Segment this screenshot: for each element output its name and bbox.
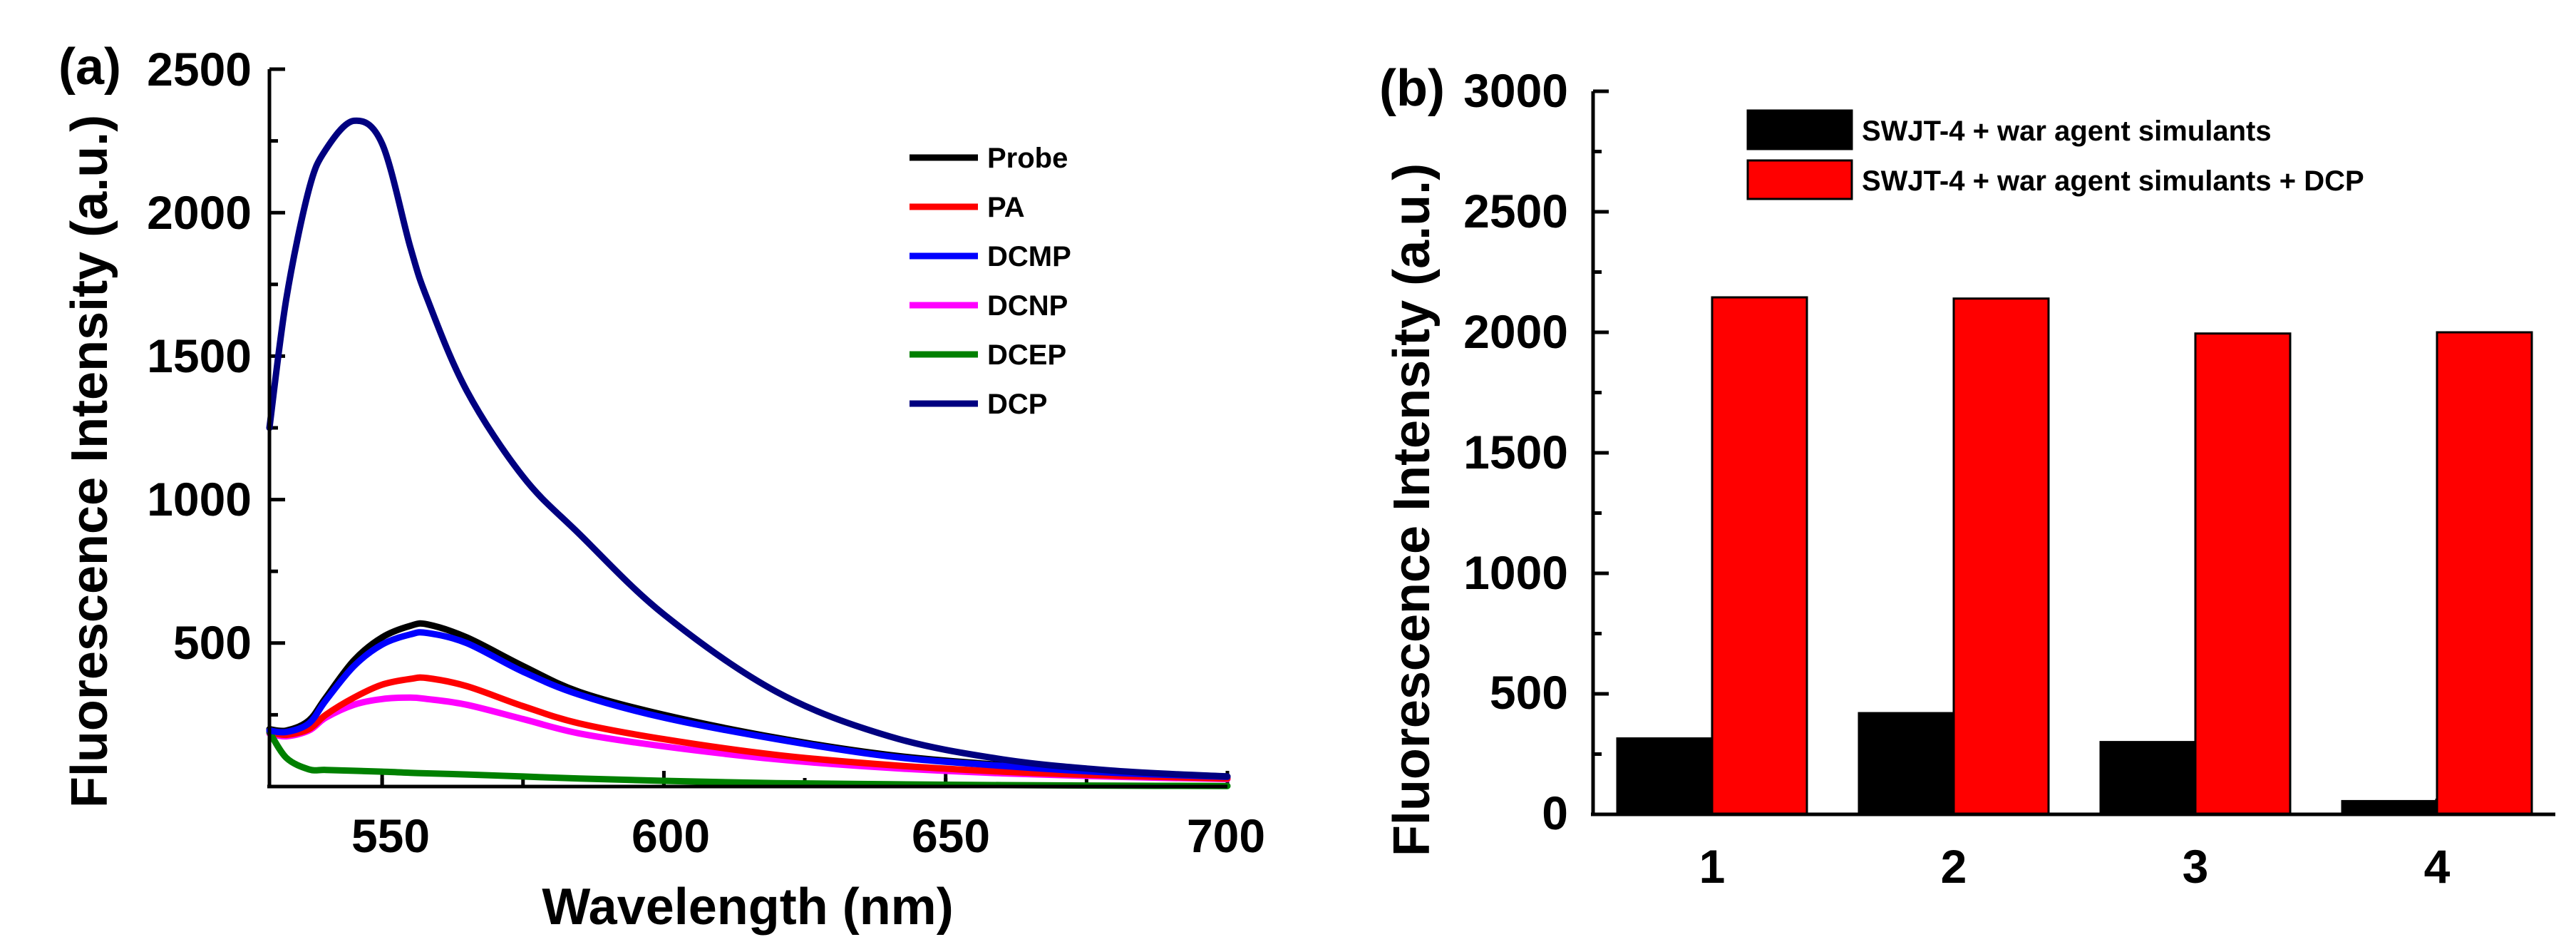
legend-swatch-swjt4-dcp: [1746, 159, 1853, 200]
bar-swjt4-dcp-cat-2: [1952, 297, 2050, 816]
panel-a-y-axis-title: Fluorescence Intensity (a.u.): [61, 115, 118, 808]
panel-b-y-tick-label: 500: [1490, 666, 1568, 719]
panel-a-series-lines: [266, 117, 1231, 789]
panel-b-bars: [1616, 296, 2533, 816]
panel-a-x-tick-label: 550: [351, 809, 430, 862]
panel-a-line-chart: (a) Fluorescence Intensity (a.u.) Wavele…: [58, 39, 1265, 936]
legend-label-probe: Probe: [987, 143, 1068, 174]
panel-a-y-tick-label: 500: [173, 616, 252, 669]
panel-a-legend: Probe PA DCMP DCNP DCEP DCP: [910, 143, 1071, 420]
panel-a-x-tick-label: 600: [632, 809, 710, 862]
panel-a-x-tick-label: 700: [1187, 809, 1265, 862]
bar-swjt4-cat-4: [2341, 799, 2438, 816]
panel-a-x-axis-title: Wavelength (nm): [542, 879, 953, 936]
panel-b-y-axis-title: Fluorescence Intensity (a.u.): [1384, 163, 1441, 856]
legend-label-dcep: DCEP: [987, 339, 1066, 371]
panel-a-x-tick-label: 650: [912, 809, 990, 862]
panel-b-legend: SWJT-4 + war agent simulants SWJT-4 + wa…: [1746, 109, 2364, 200]
panel-b-y-tick-label: 1500: [1463, 426, 1568, 478]
legend-label-swjt4: SWJT-4 + war agent simulants: [1862, 116, 2272, 147]
panel-b-y-tick-label: 0: [1542, 787, 1568, 839]
panel-b-x-tick-label: 2: [1941, 840, 1967, 893]
series-line-dcmp: [266, 629, 1231, 780]
legend-label-dcp: DCP: [987, 389, 1047, 420]
panel-b-label: (b): [1379, 60, 1445, 117]
panel-b-y-tick-label: 2000: [1463, 305, 1568, 358]
series-line-pa: [266, 674, 1231, 782]
bar-swjt4-dcp-cat-1: [1711, 296, 1808, 816]
bar-swjt4-dcp-cat-3: [2194, 332, 2292, 816]
legend-label-dcmp: DCMP: [987, 241, 1071, 272]
legend-swatch-swjt4: [1746, 109, 1853, 150]
legend-label-swjt4-dcp: SWJT-4 + war agent simulants + DCP: [1862, 165, 2364, 197]
panel-b-y-tick-label: 2500: [1463, 185, 1568, 237]
panel-b-x-tick-label: 3: [2183, 840, 2209, 893]
panel-a-y-tick-label: 1000: [147, 473, 252, 526]
panel-a-y-tick-label: 2500: [147, 43, 252, 96]
panel-b-y-tick-label: 1000: [1463, 546, 1568, 599]
legend-label-dcnp: DCNP: [987, 290, 1068, 322]
panel-a-y-tick-label: 2000: [147, 186, 252, 239]
bar-swjt4-cat-3: [2099, 741, 2197, 816]
bar-swjt4-cat-2: [1858, 712, 1955, 816]
panel-b-x-tick-label: 4: [2424, 840, 2451, 893]
panel-a-y-tick-label: 1500: [147, 329, 252, 382]
panel-b-y-tick-label: 3000: [1463, 64, 1568, 117]
bar-swjt4-dcp-cat-4: [2436, 331, 2533, 816]
bar-swjt4-cat-1: [1616, 737, 1714, 816]
panel-b-x-tick-label: 1: [1699, 840, 1726, 893]
legend-label-pa: PA: [987, 192, 1025, 223]
series-line-dcp: [266, 117, 1231, 780]
panel-b-bar-chart: (b) Fluorescence Intensity (a.u.) 0 500 …: [1379, 60, 2555, 893]
panel-a-label: (a): [58, 39, 121, 96]
